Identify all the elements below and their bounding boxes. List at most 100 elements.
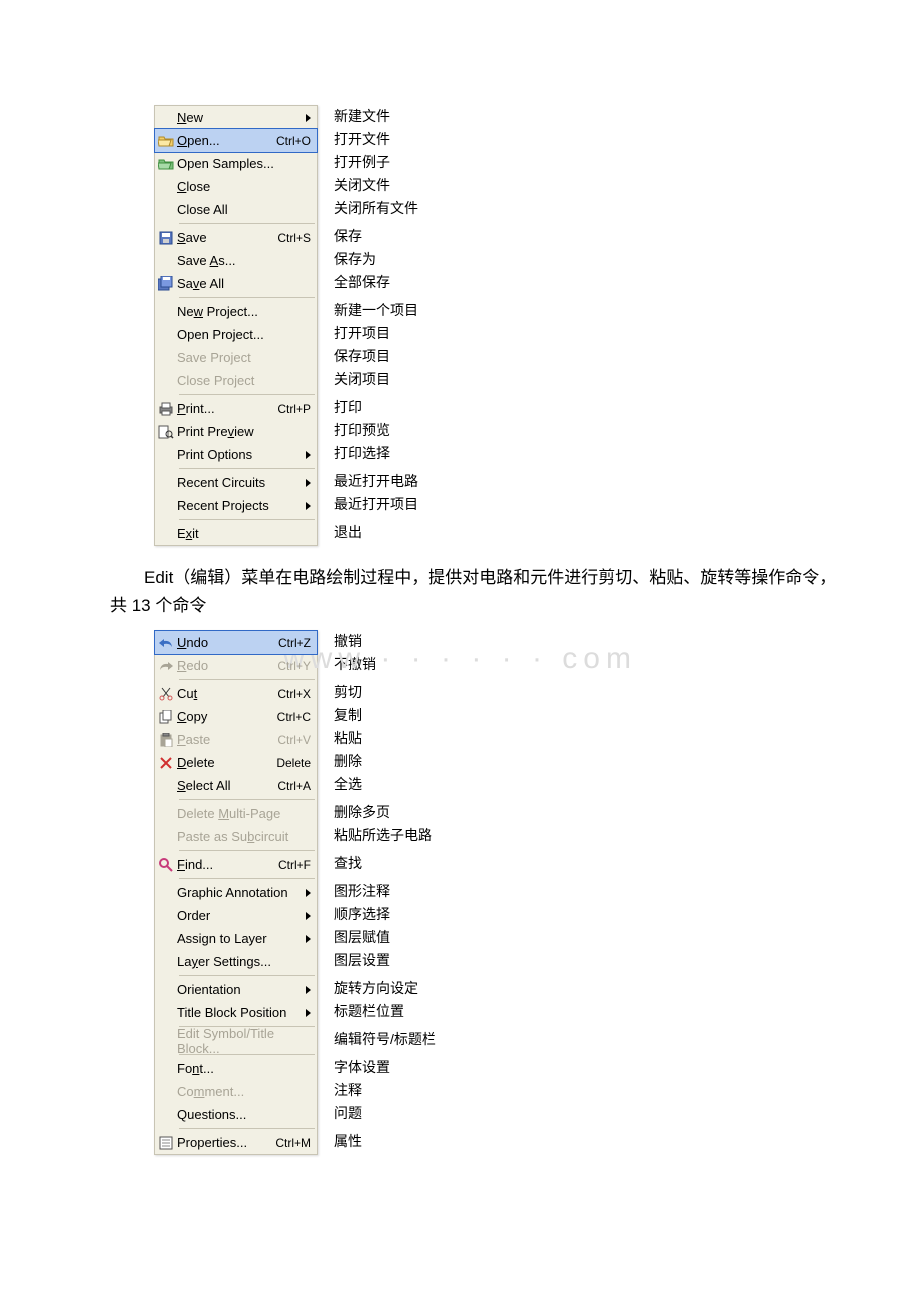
edit-menu-item-paste-as-subcircuit-label: Paste as Subcircuit	[177, 829, 311, 844]
edit-menu-item-copy-translation: 复制	[334, 704, 436, 727]
file-menu-separator	[179, 223, 315, 224]
edit-menu-item-properties[interactable]: Properties...Ctrl+M	[155, 1131, 317, 1154]
file-menu-item-recent-projects-translation: 最近打开项目	[334, 493, 418, 516]
file-menu-item-save-as[interactable]: Save As...	[155, 249, 317, 272]
edit-menu-item-comment: Comment...	[155, 1080, 317, 1103]
edit-menu-item-copy[interactable]: CopyCtrl+C	[155, 705, 317, 728]
edit-menu-item-find-shortcut: Ctrl+F	[278, 858, 311, 872]
file-menu-item-save-label: Save	[177, 230, 271, 245]
submenu-arrow-icon	[306, 502, 311, 510]
edit-menu-item-assign-to-layer-translation: 图层赋值	[334, 926, 436, 949]
submenu-arrow-icon	[306, 935, 311, 943]
edit-menu-item-select-all-shortcut: Ctrl+A	[277, 779, 311, 793]
edit-menu-item-graphic-annotation-label: Graphic Annotation	[177, 885, 302, 900]
edit-menu-block: UndoCtrl+Z Redo Ctrl+Y Cut Ctrl+X CopyCtrl+C P…	[154, 630, 920, 1155]
file-menu-item-close-project-label: Close Project	[177, 373, 311, 388]
edit-menu-item-cut-translation: 剪切	[334, 681, 436, 704]
edit-menu-item-edit-symbol-title-block-translation: 编辑符号/标题栏	[334, 1028, 436, 1051]
file-menu-item-recent-projects-label: Recent Projects	[177, 498, 302, 513]
file-menu-item-save[interactable]: Save Ctrl+S	[155, 226, 317, 249]
edit-menu-item-order-label: Order	[177, 908, 302, 923]
file-menu-item-save-project-translation: 保存项目	[334, 345, 418, 368]
file-menu-item-recent-circuits[interactable]: Recent Circuits	[155, 471, 317, 494]
edit-menu-item-font-translation: 字体设置	[334, 1056, 436, 1079]
edit-menu-item-graphic-annotation[interactable]: Graphic Annotation	[155, 881, 317, 904]
file-menu-item-open-project[interactable]: Open Project...	[155, 323, 317, 346]
find-icon	[155, 858, 177, 872]
edit-menu-item-properties-shortcut: Ctrl+M	[275, 1136, 311, 1150]
file-menu-item-print-preview-label: Print Preview	[177, 424, 311, 439]
edit-menu-item-paste-as-subcircuit: Paste as Subcircuit	[155, 825, 317, 848]
file-menu-item-open-samples-label: Open Samples...	[177, 156, 311, 171]
submenu-arrow-icon	[306, 1009, 311, 1017]
file-menu-item-exit[interactable]: Exit	[155, 522, 317, 545]
edit-menu-item-questions-translation: 问题	[334, 1102, 436, 1125]
edit-menu-item-undo[interactable]: UndoCtrl+Z	[154, 630, 318, 655]
file-menu-item-save-all[interactable]: Save All	[155, 272, 317, 295]
edit-menu-item-find[interactable]: Find...Ctrl+F	[155, 853, 317, 876]
edit-menu-separator	[179, 679, 315, 680]
edit-menu-item-cut-label: Cut	[177, 686, 271, 701]
edit-menu-item-title-block-position-translation: 标题栏位置	[334, 1000, 436, 1023]
folder-open-icon	[155, 134, 177, 148]
edit-menu-item-layer-settings[interactable]: Layer Settings...	[155, 950, 317, 973]
file-menu-item-open-samples[interactable]: Open Samples...	[155, 152, 317, 175]
edit-menu-item-delete-label: Delete	[177, 755, 270, 770]
file-menu-item-save-project: Save Project	[155, 346, 317, 369]
submenu-arrow-icon	[306, 986, 311, 994]
edit-menu-item-assign-to-layer[interactable]: Assign to Layer	[155, 927, 317, 950]
file-menu-item-open-project-translation: 打开项目	[334, 322, 418, 345]
folder-open-green-icon	[155, 157, 177, 171]
edit-menu-item-select-all[interactable]: Select All Ctrl+A	[155, 774, 317, 797]
file-menu-item-save-project-label: Save Project	[177, 350, 311, 365]
edit-menu-item-delete-translation: 删除	[334, 750, 436, 773]
edit-menu-item-select-all-label: Select All	[177, 778, 271, 793]
edit-menu-item-delete[interactable]: DeleteDelete	[155, 751, 317, 774]
file-menu-item-recent-projects[interactable]: Recent Projects	[155, 494, 317, 517]
file-menu-item-close[interactable]: Close	[155, 175, 317, 198]
file-menu-item-save-shortcut: Ctrl+S	[277, 231, 311, 245]
submenu-arrow-icon	[306, 912, 311, 920]
edit-menu-item-find-translation: 查找	[334, 852, 436, 875]
edit-menu-item-copy-label: Copy	[177, 709, 271, 724]
file-menu-item-save-all-label: Save All	[177, 276, 311, 291]
file-menu-item-print-options-translation: 打印选择	[334, 442, 418, 465]
file-menu-item-close-project: Close Project	[155, 369, 317, 392]
edit-menu-item-title-block-position-label: Title Block Position	[177, 1005, 302, 1020]
file-menu-item-open-shortcut: Ctrl+O	[276, 134, 311, 148]
edit-menu-item-title-block-position[interactable]: Title Block Position	[155, 1001, 317, 1024]
edit-menu-item-redo-shortcut: Ctrl+Y	[277, 659, 311, 673]
edit-menu-item-order[interactable]: Order	[155, 904, 317, 927]
file-menu-item-new-label: New	[177, 110, 302, 125]
edit-menu-item-delete-multi-page-translation: 删除多页	[334, 801, 436, 824]
properties-icon	[155, 1136, 177, 1150]
file-menu-item-exit-label: Exit	[177, 526, 311, 541]
file-menu-separator	[179, 394, 315, 395]
edit-menu-item-orientation-label: Orientation	[177, 982, 302, 997]
file-menu-item-print-options[interactable]: Print Options	[155, 443, 317, 466]
file-menu-item-new[interactable]: New	[155, 106, 317, 129]
file-menu-item-open[interactable]: Open...Ctrl+O	[154, 128, 318, 153]
cut-icon	[155, 687, 177, 701]
edit-menu-item-undo-translation: 撤销	[334, 630, 436, 653]
edit-menu-item-orientation[interactable]: Orientation	[155, 978, 317, 1001]
edit-menu-item-orientation-translation: 旋转方向设定	[334, 977, 436, 1000]
edit-menu-item-questions[interactable]: Questions...	[155, 1103, 317, 1126]
delete-icon	[155, 757, 177, 769]
edit-menu-item-layer-settings-translation: 图层设置	[334, 949, 436, 972]
edit-menu-item-font[interactable]: Font...	[155, 1057, 317, 1080]
file-menu-item-print-preview[interactable]: Print Preview	[155, 420, 317, 443]
edit-menu-item-cut[interactable]: Cut Ctrl+X	[155, 682, 317, 705]
copy-icon	[155, 710, 177, 724]
edit-menu-item-redo-label: Redo	[177, 658, 271, 673]
edit-menu-translations: 撤销不撤销剪切复制粘贴删除全选删除多页粘贴所选子电路查找图形注释顺序选择图层赋值…	[334, 630, 436, 1153]
file-menu-item-new-project[interactable]: New Project...	[155, 300, 317, 323]
file-menu-item-close-all[interactable]: Close All	[155, 198, 317, 221]
edit-menu-item-cut-shortcut: Ctrl+X	[277, 687, 311, 701]
save-all-icon	[155, 276, 177, 291]
file-menu-item-save-translation: 保存	[334, 225, 418, 248]
file-menu-item-print[interactable]: Print...Ctrl+P	[155, 397, 317, 420]
submenu-arrow-icon	[306, 451, 311, 459]
edit-menu-separator	[179, 850, 315, 851]
edit-menu-item-paste-label: Paste	[177, 732, 271, 747]
